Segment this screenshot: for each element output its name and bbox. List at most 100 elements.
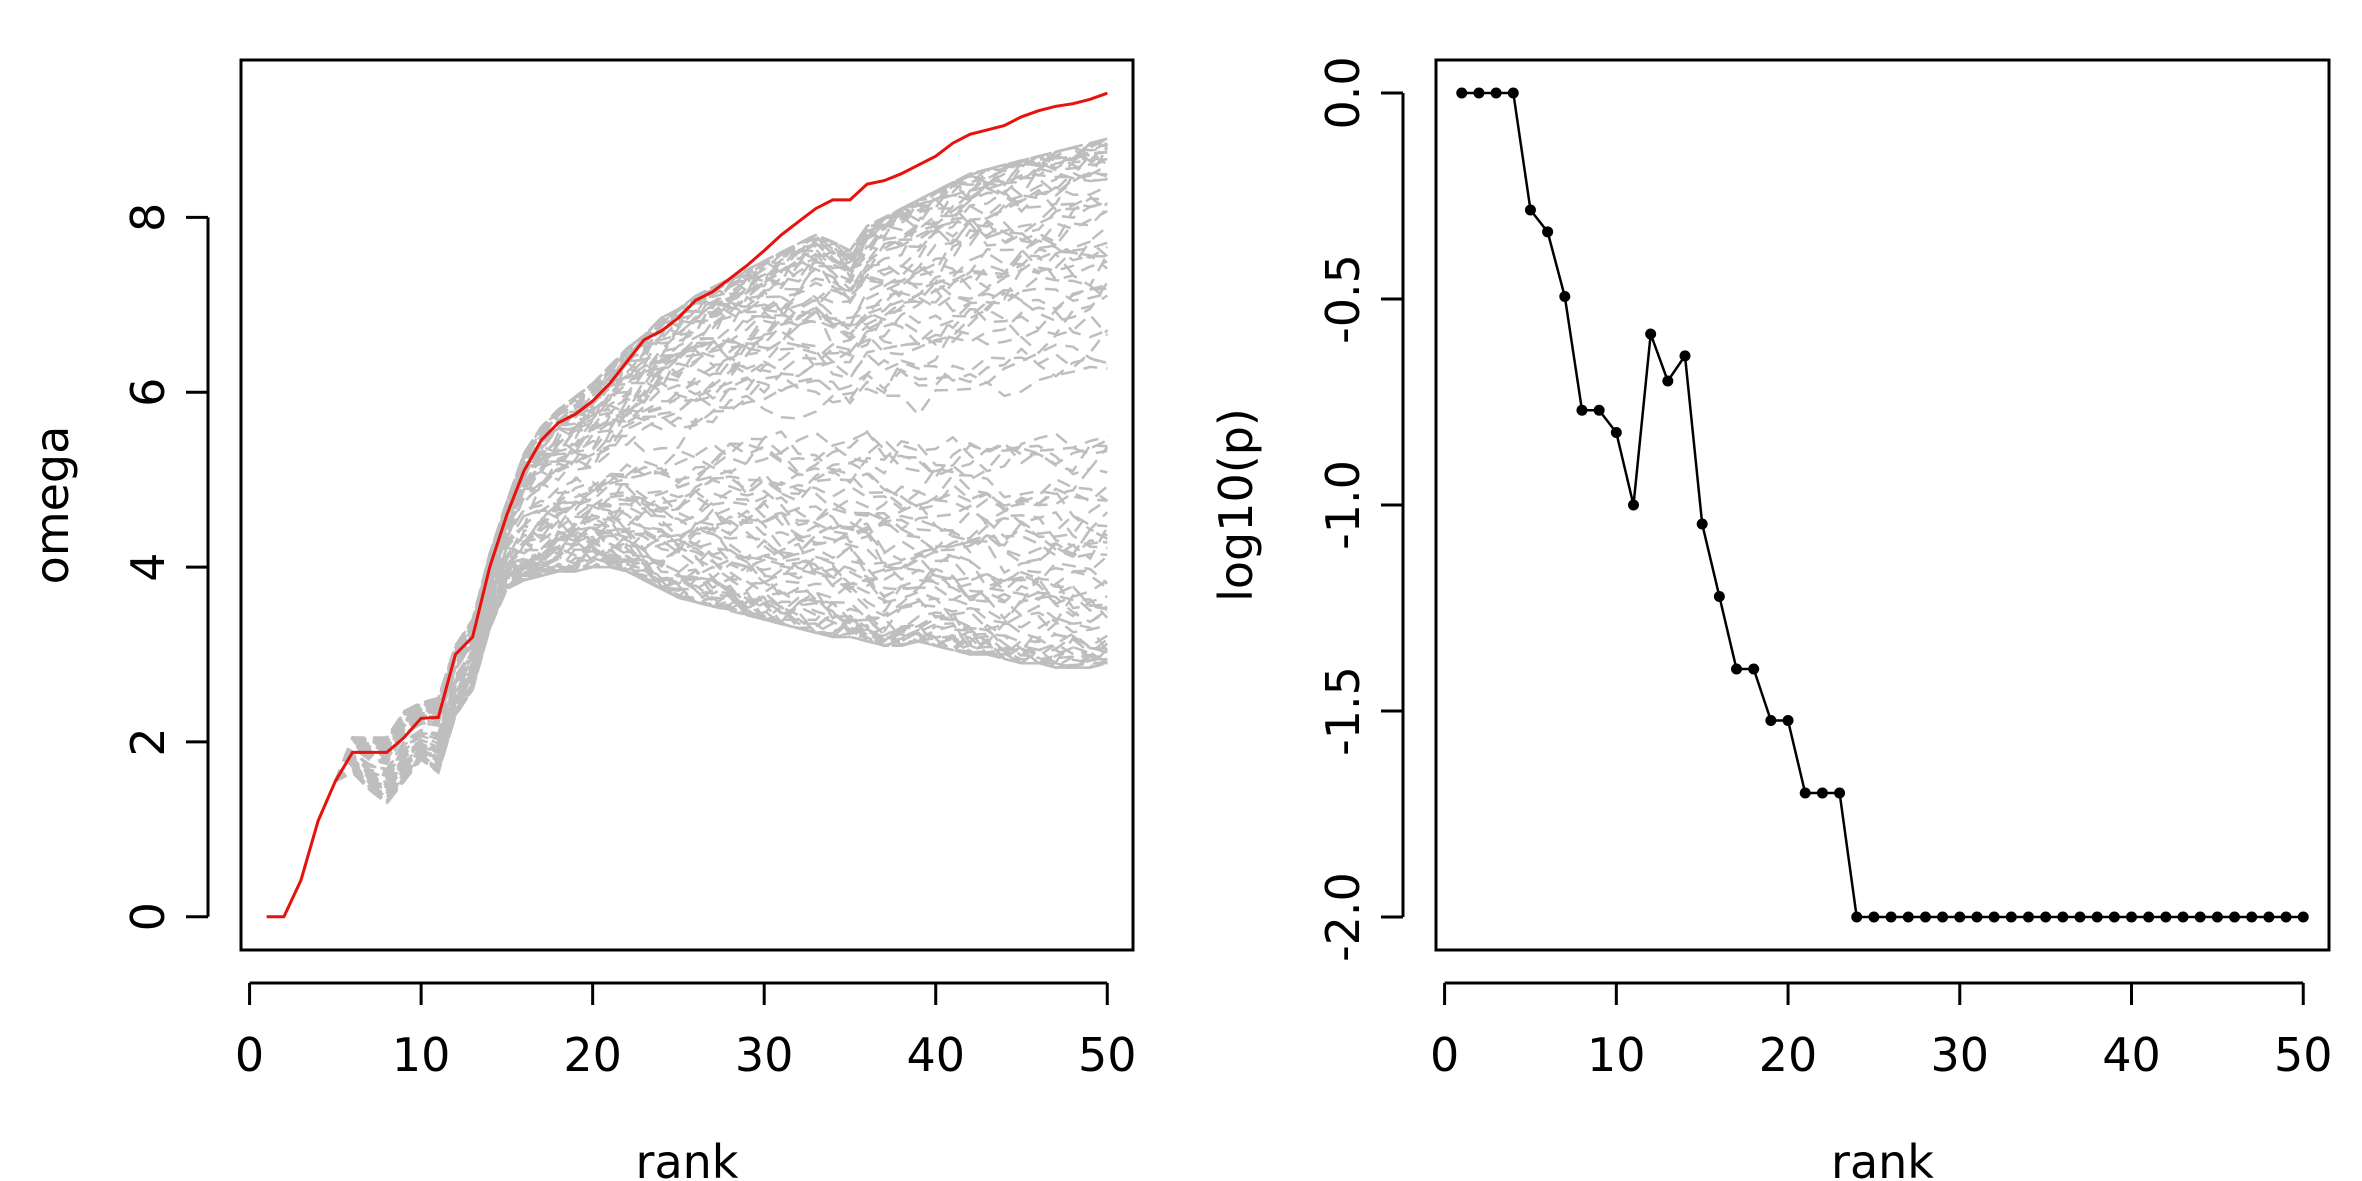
null-model-line (266, 430, 1108, 919)
null-model-line (266, 437, 1108, 919)
x-axis: 0 10 20 30 40 50 (235, 981, 1137, 1082)
data-point (2005, 911, 2017, 923)
null-model-line (266, 343, 1108, 919)
data-point (1834, 787, 1846, 799)
data-point (1971, 911, 1983, 923)
null-model-line (266, 312, 1109, 919)
null-model-line (266, 430, 1109, 919)
data-point (1851, 911, 1863, 923)
null-model-line (266, 287, 1108, 919)
data-point (1490, 87, 1502, 99)
x-tick-label: 10 (1587, 1028, 1646, 1082)
data-point (1816, 787, 1828, 799)
data-point (1868, 911, 1880, 923)
x-tick-label: 0 (235, 1028, 264, 1082)
null-model-line (266, 429, 1108, 919)
null-model-line (266, 564, 1108, 919)
plot-frame (1434, 58, 2331, 952)
null-model-line (266, 494, 1109, 919)
data-point (1937, 911, 1949, 923)
y-axis: 0 2 4 6 8 (121, 203, 210, 931)
null-model-line (266, 150, 1108, 919)
data-point (2177, 911, 2189, 923)
null-model-line (266, 505, 1108, 919)
null-model-line (266, 542, 1108, 919)
x-axis: 0 10 20 30 40 50 (1430, 981, 2333, 1082)
null-model-line (266, 201, 1108, 919)
null-model-line (266, 527, 1108, 919)
y-tick-label: 0.0 (1316, 56, 1370, 129)
null-model-line (266, 504, 1108, 919)
null-model-line (266, 239, 1108, 919)
null-model-line (266, 512, 1109, 919)
x-tick-label: 40 (906, 1028, 965, 1082)
data-point (1593, 404, 1605, 416)
data-point (2229, 911, 2241, 923)
x-tick-label: 30 (1931, 1028, 1990, 1082)
null-model-line (266, 251, 1108, 919)
data-point (2040, 911, 2052, 923)
data-point (2160, 911, 2172, 923)
null-model-line (266, 491, 1108, 919)
data-point (1748, 663, 1760, 675)
null-model-line (266, 347, 1108, 919)
data-point (2297, 911, 2309, 923)
data-point (2074, 911, 2086, 923)
null-model-line (266, 496, 1108, 919)
null-model-line (266, 185, 1108, 919)
null-model-line (266, 329, 1109, 919)
data-point (2280, 911, 2292, 923)
null-model-line (266, 188, 1108, 919)
data-point (2057, 911, 2069, 923)
data-point (1713, 590, 1725, 602)
data-point (1473, 87, 1485, 99)
data-point (2108, 911, 2120, 923)
null-model-line (266, 527, 1108, 919)
null-model-line (266, 495, 1108, 919)
y-tick-label: -1.0 (1316, 460, 1370, 550)
null-model-line (266, 294, 1108, 919)
x-tick-label: 50 (1078, 1028, 1137, 1082)
null-model-line (266, 478, 1108, 919)
data-point (1782, 714, 1794, 726)
data-point (1662, 375, 1674, 387)
y-axis-title: log10(p) (1209, 408, 1263, 602)
plot-frame (239, 58, 1135, 952)
null-model-line (266, 504, 1108, 919)
data-point (1559, 291, 1571, 303)
data-point (1885, 911, 1897, 923)
data-point (1627, 499, 1639, 511)
data-point (2143, 911, 2155, 923)
null-model-line (266, 241, 1108, 919)
null-model-line (266, 508, 1108, 919)
data-point (1456, 87, 1468, 99)
data-point (1542, 226, 1554, 238)
x-tick-label: 20 (1759, 1028, 1818, 1082)
data-point (2126, 911, 2138, 923)
x-tick-label: 20 (563, 1028, 622, 1082)
y-tick-label: 8 (121, 203, 175, 232)
data-point (1696, 518, 1708, 530)
data-point (1954, 911, 1966, 923)
log10p-chart: 0 10 20 30 40 50 0.0 -0.5 -1.0 -1.5 -2.0 rank log… (1209, 56, 2333, 1181)
data-point (1645, 328, 1657, 340)
null-model-line (266, 531, 1108, 919)
null-model-line (266, 275, 1109, 919)
y-axis-title: omega (25, 426, 79, 585)
x-tick-label: 30 (735, 1028, 794, 1082)
null-model-line (266, 253, 1109, 919)
null-model-line (266, 195, 1109, 919)
data-point (1799, 787, 1811, 799)
log10p-line (1461, 91, 2304, 919)
x-tick-label: 40 (2102, 1028, 2161, 1082)
y-tick-label: 6 (121, 378, 175, 407)
observed-line-group (266, 91, 1108, 919)
data-point (1679, 350, 1691, 362)
null-model-line (266, 225, 1109, 919)
data-point (1731, 663, 1743, 675)
null-model-line (266, 471, 1109, 919)
data-point (1902, 911, 1914, 923)
null-model-line (266, 287, 1108, 919)
null-model-lines (266, 137, 1109, 919)
null-model-line (266, 431, 1108, 919)
